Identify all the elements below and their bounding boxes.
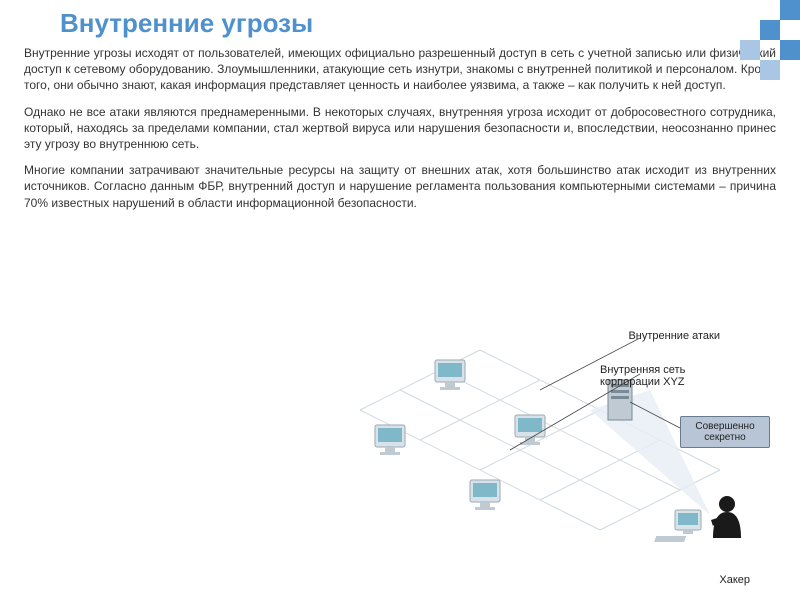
computer-icon [515, 415, 545, 445]
label-internal-attacks: Внутренние атаки [628, 330, 720, 342]
computer-icon [435, 360, 465, 390]
paragraph-2: Однако не все атаки являются преднамерен… [24, 104, 776, 153]
body-text: Внутренние угрозы исходят от пользовател… [0, 45, 800, 211]
network-diagram: Внутренние атаки Внутренняя сеть корпора… [340, 330, 780, 590]
corner-decoration [710, 0, 800, 90]
slide-title: Внутренние угрозы [0, 0, 800, 45]
label-internal-network: Внутренняя сеть корпорации XYZ [600, 364, 720, 388]
computer-icon [375, 425, 405, 455]
label-hacker: Хакер [719, 574, 750, 586]
computer-icon [470, 480, 500, 510]
paragraph-3: Многие компании затрачивают значительные… [24, 162, 776, 211]
label-secret: Совершенно секретно [680, 416, 770, 448]
paragraph-1: Внутренние угрозы исходят от пользовател… [24, 45, 776, 94]
